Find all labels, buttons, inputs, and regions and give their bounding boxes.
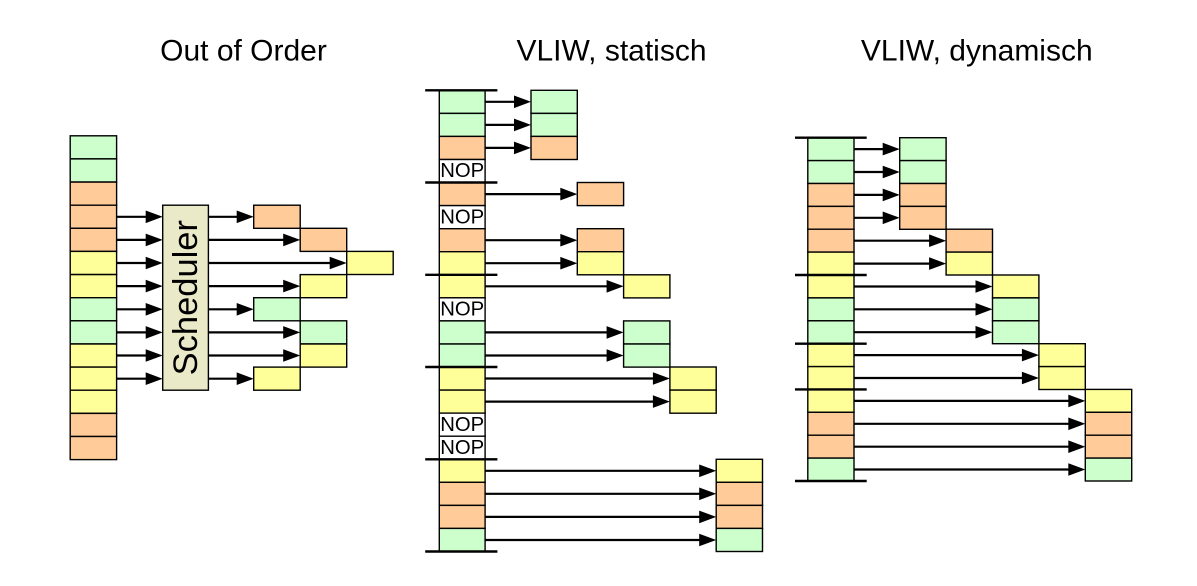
svg-text:NOP: NOP bbox=[440, 206, 484, 228]
svg-text:NOP: NOP bbox=[440, 160, 484, 182]
svg-text:Scheduler: Scheduler bbox=[167, 220, 205, 375]
svg-text:VLIW, statisch: VLIW, statisch bbox=[516, 35, 706, 68]
svg-text:NOP: NOP bbox=[440, 299, 484, 321]
svg-text:Out of Order: Out of Order bbox=[160, 35, 327, 68]
svg-text:NOP: NOP bbox=[440, 437, 484, 459]
svg-text:NOP: NOP bbox=[440, 414, 484, 436]
svg-text:VLIW, dynamisch: VLIW, dynamisch bbox=[861, 35, 1093, 68]
